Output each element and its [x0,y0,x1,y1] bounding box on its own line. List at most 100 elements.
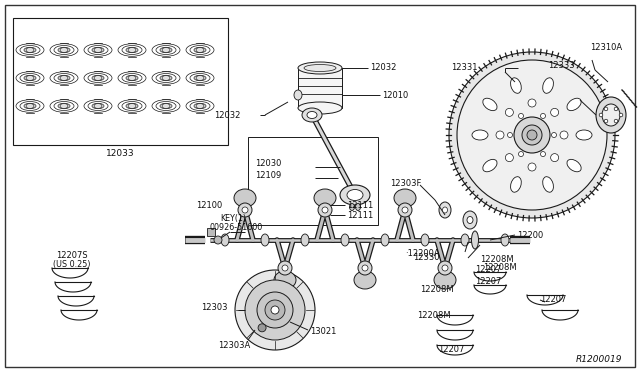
Text: ·12200A: ·12200A [405,250,440,259]
Ellipse shape [298,102,342,114]
Ellipse shape [501,234,509,246]
Circle shape [496,131,504,139]
Text: 12207S: 12207S [56,250,88,260]
Text: 12200: 12200 [517,231,543,240]
Circle shape [235,270,315,350]
Text: 12303F: 12303F [390,179,421,187]
Ellipse shape [94,48,102,52]
Ellipse shape [349,203,355,211]
Text: 12111: 12111 [347,211,373,219]
Ellipse shape [128,76,136,80]
Text: 12208M: 12208M [417,311,451,320]
Ellipse shape [381,234,389,246]
Ellipse shape [26,48,34,52]
Ellipse shape [355,203,360,211]
Circle shape [282,265,288,271]
Text: KEY(1): KEY(1) [220,214,246,222]
Ellipse shape [567,159,581,172]
Circle shape [438,261,452,275]
Text: 12033: 12033 [106,148,134,157]
Circle shape [560,131,568,139]
Ellipse shape [26,76,34,80]
Text: 12032: 12032 [214,110,240,119]
Ellipse shape [298,62,342,74]
Ellipse shape [543,177,554,192]
Circle shape [245,280,305,340]
Text: 12207: 12207 [438,346,465,355]
Circle shape [442,265,448,271]
Text: (US 0.25): (US 0.25) [53,260,91,269]
Ellipse shape [196,48,204,52]
Ellipse shape [162,48,170,52]
Text: 12032: 12032 [370,64,396,73]
Circle shape [620,113,623,117]
Circle shape [604,119,608,123]
Circle shape [550,154,559,161]
Ellipse shape [567,98,581,110]
Text: 00926-51600: 00926-51600 [210,222,263,231]
Ellipse shape [128,48,136,52]
Circle shape [552,132,557,138]
Ellipse shape [94,76,102,80]
Circle shape [522,125,542,145]
Circle shape [271,306,279,314]
Ellipse shape [26,103,34,109]
Ellipse shape [543,78,554,93]
Ellipse shape [511,78,522,93]
Circle shape [506,108,513,116]
Ellipse shape [596,97,626,133]
Bar [13,18,228,145]
Ellipse shape [274,271,296,289]
Ellipse shape [483,98,497,110]
Circle shape [257,292,293,328]
Circle shape [599,113,603,117]
Ellipse shape [472,231,479,249]
Text: 12333: 12333 [548,61,575,70]
Bar [298,68,342,108]
Circle shape [265,300,285,320]
Ellipse shape [301,234,309,246]
Ellipse shape [394,189,416,207]
Circle shape [541,113,545,118]
Ellipse shape [421,234,429,246]
Circle shape [214,236,222,244]
Circle shape [518,151,524,157]
Ellipse shape [261,234,269,246]
Text: 12030: 12030 [255,158,282,167]
Ellipse shape [221,234,229,246]
Ellipse shape [234,189,256,207]
Ellipse shape [60,103,68,109]
Circle shape [449,52,615,218]
Ellipse shape [347,189,363,201]
Ellipse shape [307,112,317,119]
Ellipse shape [314,189,336,207]
Circle shape [528,163,536,171]
Circle shape [614,119,618,123]
Text: 12010: 12010 [382,90,408,99]
Circle shape [242,207,248,213]
Ellipse shape [434,271,456,289]
Ellipse shape [467,217,473,224]
Ellipse shape [439,202,451,218]
Circle shape [278,261,292,275]
Ellipse shape [602,104,620,126]
Ellipse shape [128,103,136,109]
Text: 12208M: 12208M [483,263,516,273]
Text: 12310A: 12310A [590,44,622,52]
Circle shape [508,132,513,138]
Text: 12331: 12331 [451,64,478,73]
Circle shape [506,154,513,161]
Text: 13021: 13021 [310,327,337,337]
Ellipse shape [463,211,477,229]
Circle shape [318,203,332,217]
Bar [248,137,378,225]
Circle shape [550,108,559,116]
Ellipse shape [576,130,592,140]
Circle shape [541,151,545,157]
Ellipse shape [196,76,204,80]
Circle shape [457,60,607,210]
Ellipse shape [94,103,102,109]
Ellipse shape [196,103,204,109]
Circle shape [398,203,412,217]
Text: 12303: 12303 [202,304,228,312]
